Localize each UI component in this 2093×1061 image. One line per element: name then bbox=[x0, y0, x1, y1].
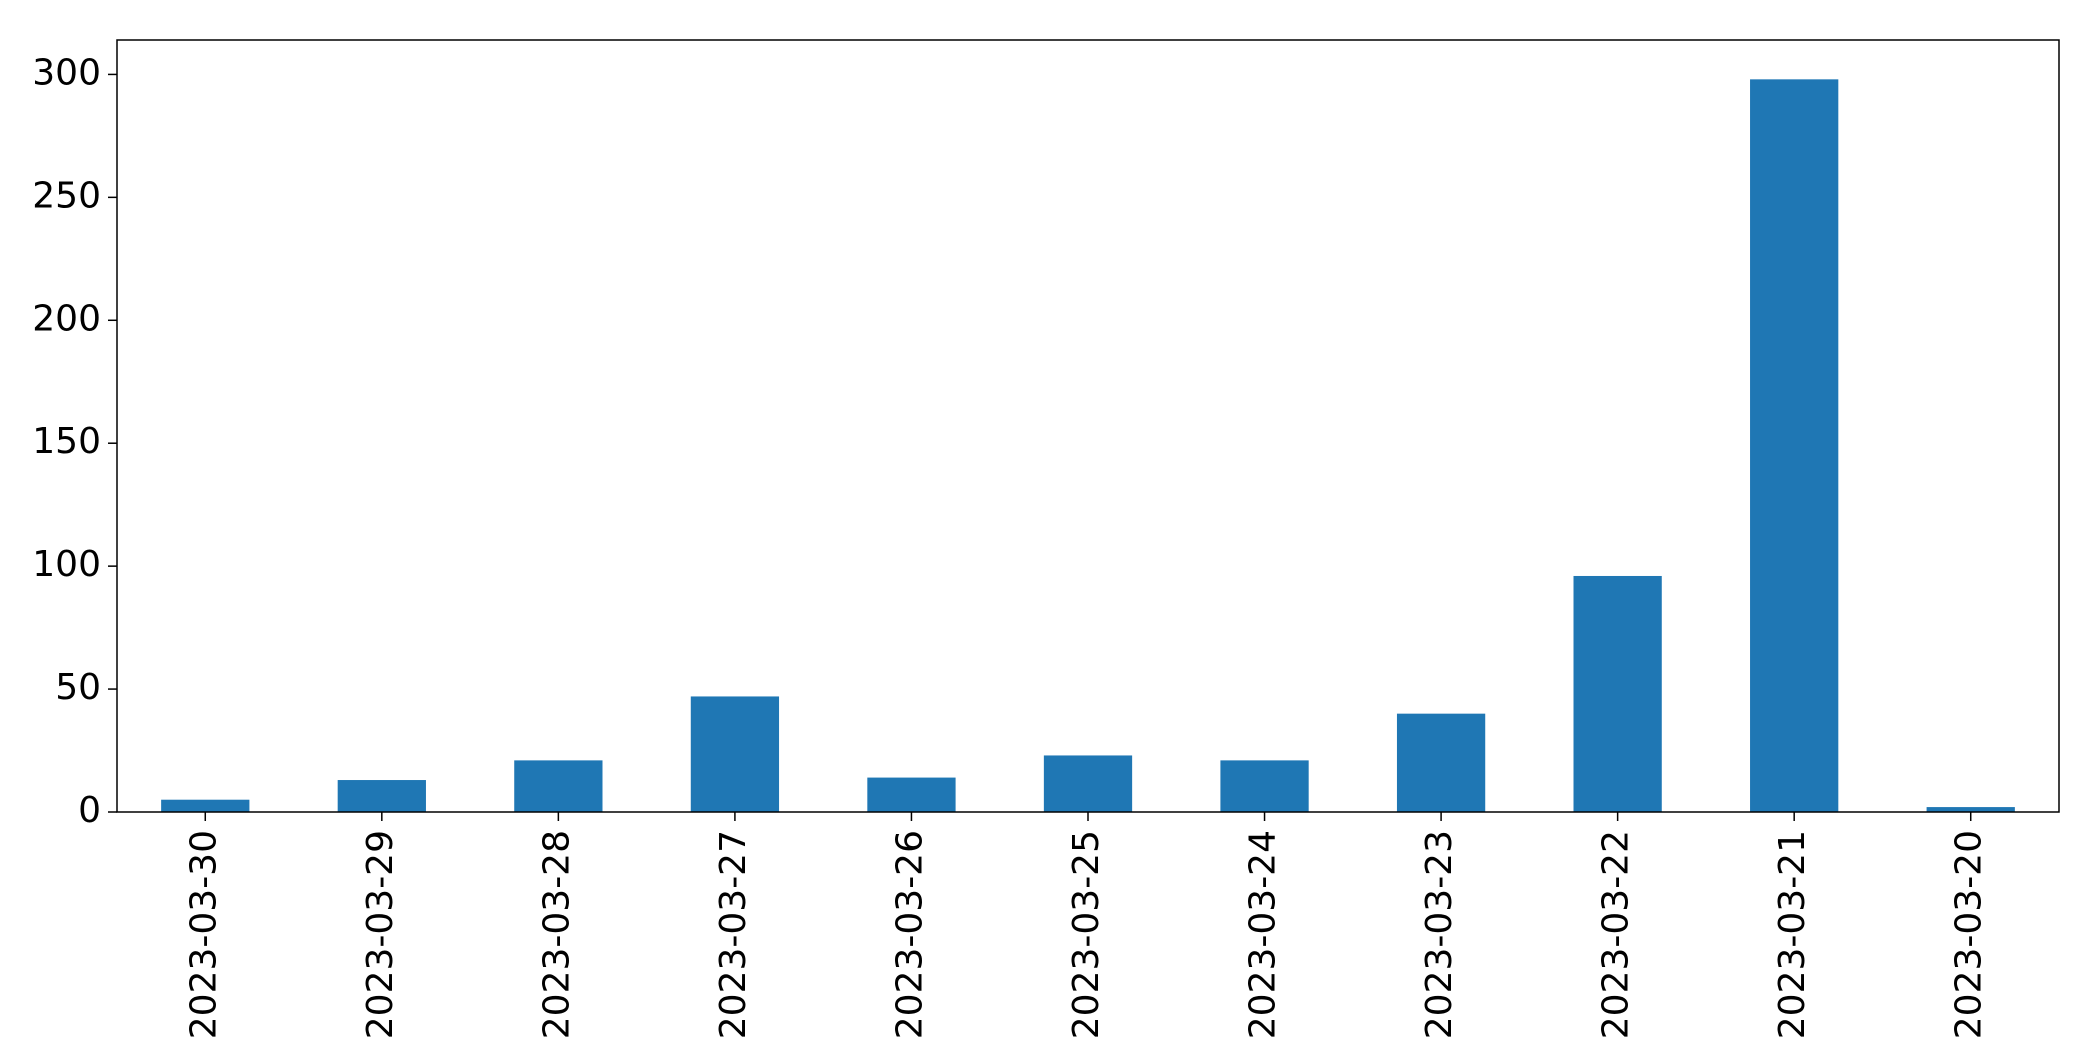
x-axis: 2023-03-30 2023-03-29 2023-03-28 2023-03-27… bbox=[183, 812, 1990, 1039]
bar-2023-03-21 bbox=[1750, 79, 1839, 812]
y-tick-label: 150 bbox=[32, 421, 101, 462]
y-tick-label: 200 bbox=[32, 298, 101, 339]
bar-2023-03-26 bbox=[867, 777, 956, 812]
bar-2023-03-23 bbox=[1396, 713, 1486, 812]
bar-2023-03-27 bbox=[690, 696, 780, 812]
x-tick-label: 2023-03-24 bbox=[1243, 830, 1284, 1039]
x-tick-label: 2023-03-22 bbox=[1596, 830, 1637, 1039]
y-tick-label: 100 bbox=[32, 544, 101, 585]
bar-2023-03-24 bbox=[1220, 760, 1309, 812]
bar-2023-03-25 bbox=[1043, 755, 1133, 812]
y-tick-label: 50 bbox=[55, 667, 101, 708]
y-tick-label: 300 bbox=[32, 52, 101, 93]
x-tick-label: 2023-03-29 bbox=[360, 830, 401, 1039]
x-tick-label: 2023-03-20 bbox=[1949, 830, 1990, 1039]
bar-2023-03-30 bbox=[161, 799, 250, 812]
x-tick-label: 2023-03-30 bbox=[183, 830, 224, 1039]
y-axis: 0 50 100 150 200 250 300 bbox=[32, 52, 117, 831]
bar-2023-03-20 bbox=[1926, 807, 2015, 812]
x-tick-label: 2023-03-21 bbox=[1772, 830, 1813, 1039]
x-tick-label: 2023-03-23 bbox=[1419, 830, 1460, 1039]
bar-2023-03-28 bbox=[514, 760, 603, 812]
bar-2023-03-29 bbox=[337, 780, 426, 812]
bars-group bbox=[161, 79, 2015, 812]
x-tick-label: 2023-03-26 bbox=[889, 830, 930, 1039]
x-tick-label: 2023-03-28 bbox=[536, 830, 577, 1039]
x-tick-label: 2023-03-27 bbox=[713, 830, 754, 1039]
x-tick-label: 2023-03-25 bbox=[1066, 830, 1107, 1039]
y-tick-label: 0 bbox=[78, 790, 101, 831]
y-tick-label: 250 bbox=[32, 175, 101, 216]
bar-2023-03-22 bbox=[1573, 575, 1662, 812]
